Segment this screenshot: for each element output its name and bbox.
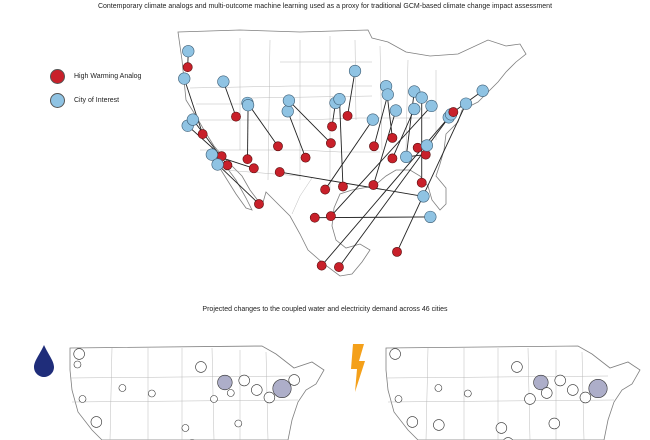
water-demand-bubble xyxy=(74,361,81,368)
water-demand-bubble xyxy=(239,375,250,386)
water-demand-bubble xyxy=(273,379,291,397)
electricity-demand-bubble xyxy=(435,385,442,392)
city-point xyxy=(182,45,194,57)
city-point xyxy=(382,89,394,101)
analog-point xyxy=(369,142,378,151)
city-point xyxy=(349,65,361,77)
analog-point xyxy=(243,155,252,164)
city-point xyxy=(426,100,438,112)
map-legend: High Warming Analog City of Interest xyxy=(50,64,141,112)
analog-point xyxy=(223,161,232,170)
legend-label-analog: High Warming Analog xyxy=(74,73,141,80)
electricity-demand-bubble xyxy=(549,418,560,429)
bottom-section-title: Projected changes to the coupled water a… xyxy=(0,306,650,313)
analog-point xyxy=(321,185,330,194)
analog-point xyxy=(326,212,335,221)
electricity-demand-bubble xyxy=(395,396,402,403)
analog-point xyxy=(183,63,192,72)
analog-point xyxy=(275,167,284,176)
city-point xyxy=(390,105,402,117)
analog-point xyxy=(369,180,378,189)
city-point xyxy=(187,114,199,126)
electricity-demand-bubble xyxy=(525,394,536,405)
city-point xyxy=(218,76,230,88)
water-demand-bubble xyxy=(289,375,300,386)
analog-point xyxy=(326,139,335,148)
analog-point xyxy=(417,178,426,187)
legend-item-city: City of Interest xyxy=(50,88,141,112)
analog-point xyxy=(310,213,319,222)
city-point xyxy=(400,151,412,163)
city-point xyxy=(178,73,190,85)
water-demand-bubble xyxy=(210,396,217,403)
analog-point xyxy=(273,142,282,151)
city-point xyxy=(460,98,472,110)
electricity-demand-bubble xyxy=(390,349,401,360)
water-demand-bubble xyxy=(91,417,102,428)
water-drop-icon xyxy=(32,344,56,378)
analog-point xyxy=(254,199,263,208)
analog-point xyxy=(338,182,347,191)
city-point xyxy=(416,92,428,104)
analog-point xyxy=(198,129,207,138)
legend-swatch-city xyxy=(50,93,65,108)
analog-point xyxy=(317,261,326,270)
city-point xyxy=(282,105,294,117)
analog-point xyxy=(343,111,352,120)
electricity-demand-bubble xyxy=(464,390,471,397)
city-point xyxy=(408,103,420,115)
electricity-demand-bubble xyxy=(407,417,418,428)
analog-point xyxy=(449,107,458,116)
analog-map xyxy=(0,0,650,300)
water-demand-bubble xyxy=(218,375,233,390)
legend-item-analog: High Warming Analog xyxy=(50,64,141,88)
electricity-demand-bubble xyxy=(580,392,591,403)
analog-point xyxy=(327,122,336,131)
electricity-demand-bubble xyxy=(512,362,523,373)
analog-point xyxy=(334,262,343,271)
city-point xyxy=(283,95,295,107)
water-demand-bubble xyxy=(148,390,155,397)
city-point xyxy=(425,211,437,223)
city-point xyxy=(367,114,379,126)
water-demand-bubble xyxy=(264,392,275,403)
city-point xyxy=(477,85,489,97)
city-point xyxy=(242,99,254,111)
water-demand-bubble xyxy=(251,385,262,396)
city-point xyxy=(212,159,224,171)
electricity-demand-bubble xyxy=(567,385,578,396)
electricity-demand-bubble xyxy=(589,379,607,397)
legend-label-city: City of Interest xyxy=(74,97,119,104)
analog-point xyxy=(388,133,397,142)
legend-swatch-analog xyxy=(50,69,65,84)
electricity-demand-bubble xyxy=(496,423,507,434)
city-point xyxy=(334,93,346,105)
water-demand-bubble xyxy=(79,396,86,403)
analog-point xyxy=(392,247,401,256)
water-demand-bubble xyxy=(235,420,242,427)
electricity-demand-bubble xyxy=(433,420,444,431)
water-demand-bubble xyxy=(74,349,85,360)
water-demand-bubble xyxy=(182,425,189,432)
analog-link-line xyxy=(248,105,249,159)
water-demand-bubble xyxy=(227,390,234,397)
electricity-demand-bubble xyxy=(555,375,566,386)
electricity-demand-bubble xyxy=(541,388,552,399)
analog-point xyxy=(301,153,310,162)
analog-point xyxy=(231,112,240,121)
city-point xyxy=(421,140,433,152)
city-point xyxy=(418,191,430,203)
water-demand-map xyxy=(62,340,332,440)
electricity-demand-map xyxy=(378,340,648,440)
analog-point xyxy=(388,154,397,163)
lightning-bolt-icon xyxy=(350,343,366,393)
analog-point xyxy=(249,164,258,173)
water-demand-bubble xyxy=(119,385,126,392)
water-demand-bubble xyxy=(196,362,207,373)
